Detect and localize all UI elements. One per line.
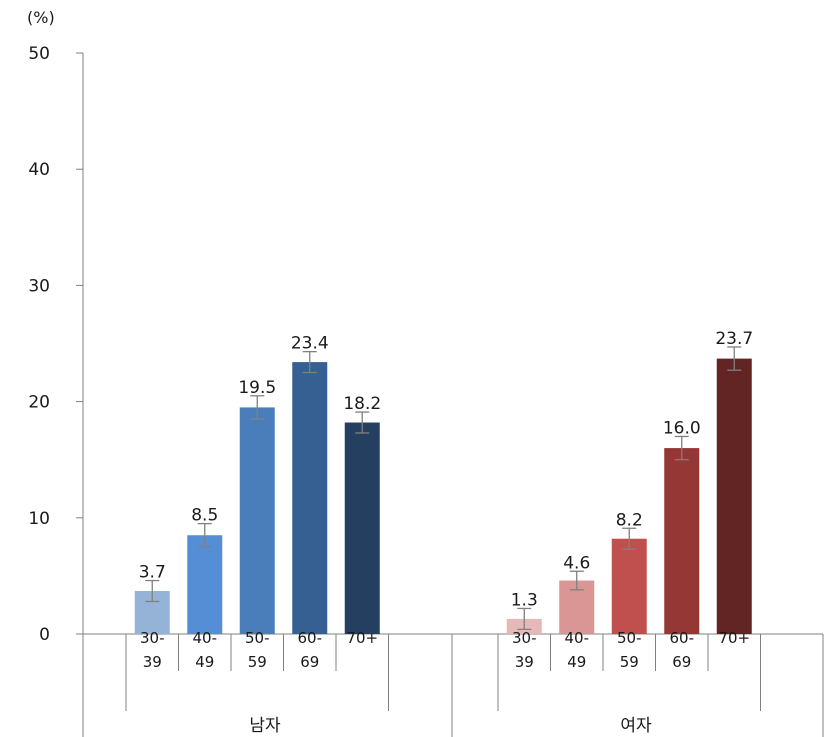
axes: [76, 52, 824, 737]
category-label: 59: [248, 653, 267, 671]
y-tick-labels: 0 10 20 30 40 50: [28, 44, 50, 645]
y-tick-label: 0: [39, 625, 50, 645]
group-label: 여자: [620, 716, 652, 736]
category-label: 70+: [718, 629, 750, 647]
value-label: 1.3: [511, 590, 538, 610]
value-label: 23.4: [291, 334, 329, 354]
category-label: 40-: [193, 629, 218, 647]
y-tick-label: 50: [28, 44, 50, 64]
y-tick-label: 40: [28, 160, 50, 180]
bar: [239, 407, 275, 634]
category-label: 70+: [346, 629, 378, 647]
category-label: 39: [515, 653, 534, 671]
category-label: 50-: [617, 629, 642, 647]
bar: [716, 358, 752, 634]
category-label: 49: [195, 653, 214, 671]
category-label: 69: [672, 653, 691, 671]
category-label: 39: [143, 653, 162, 671]
y-tick-label: 10: [28, 509, 50, 529]
category-label: 30-: [512, 629, 537, 647]
value-label: 23.7: [715, 329, 753, 349]
value-label: 8.5: [191, 506, 218, 526]
value-labels: 3.7 8.5 19.5 23.4 18.2 1.3 4.6 8.2 16.0 23.7: [139, 329, 753, 610]
category-labels: 30- 39 40- 49 50- 59 60- 69 70+ 30- 39 40- 49 50- 59 60…: [140, 629, 750, 671]
value-label: 16.0: [663, 418, 701, 438]
category-label: 40-: [565, 629, 590, 647]
category-label: 30-: [140, 629, 165, 647]
category-label: 60-: [298, 629, 323, 647]
category-label: 49: [567, 653, 586, 671]
value-label: 8.2: [616, 510, 643, 530]
bar: [664, 448, 700, 634]
y-tick-label: 20: [28, 393, 50, 413]
group-label: 남자: [249, 716, 281, 736]
group-labels: 남자 여자: [249, 716, 652, 736]
y-unit-label: (%): [27, 8, 55, 27]
value-label: 4.6: [563, 553, 590, 573]
bar: [187, 535, 223, 634]
bar: [292, 362, 328, 634]
value-label: 3.7: [139, 563, 166, 583]
bars: [134, 358, 752, 634]
value-label: 18.2: [343, 394, 381, 414]
bar: [611, 538, 647, 634]
value-label: 19.5: [238, 378, 276, 398]
bar: [344, 422, 380, 634]
category-label: 69: [300, 653, 319, 671]
category-label: 60-: [670, 629, 695, 647]
error-bars: [145, 346, 742, 631]
y-tick-label: 30: [28, 276, 50, 296]
category-label: 50-: [245, 629, 270, 647]
category-label: 59: [620, 653, 639, 671]
